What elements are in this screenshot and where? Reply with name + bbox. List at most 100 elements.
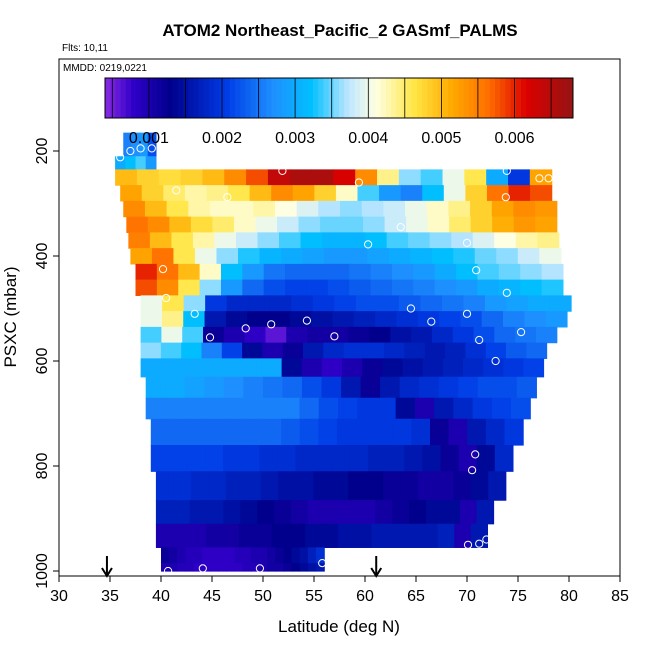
colorbar-swatch <box>432 78 439 118</box>
heatmap-cell <box>177 547 187 564</box>
heatmap-cell <box>295 471 314 501</box>
heatmap-cell <box>222 523 240 548</box>
heatmap-cell <box>291 563 301 572</box>
colorbar-swatch <box>411 78 418 118</box>
heatmap-cell <box>370 279 393 296</box>
sample-marker <box>472 266 481 275</box>
heatmap-cell <box>524 311 547 328</box>
heatmap-cell <box>422 358 444 378</box>
heatmap-cell <box>541 263 564 281</box>
heatmap-cell <box>125 156 137 170</box>
heatmap-cell <box>185 563 195 572</box>
heatmap-cell <box>434 263 457 281</box>
heatmap-cell <box>204 311 227 328</box>
colorbar-swatch <box>120 78 127 118</box>
heatmap-cell <box>311 311 334 328</box>
heatmap-cell <box>126 216 149 233</box>
heatmap-cell <box>530 185 553 202</box>
heatmap-cell <box>226 295 249 312</box>
heatmap-cell <box>529 169 553 186</box>
heatmap-cell <box>201 342 223 359</box>
sample-marker <box>126 146 135 156</box>
heatmap-cell <box>295 445 315 472</box>
heatmap-cell <box>258 547 268 564</box>
heatmap-cell <box>375 500 393 525</box>
heatmap-cell <box>491 200 515 218</box>
heatmap-cell <box>398 295 421 312</box>
heatmap-cell <box>243 418 264 446</box>
heatmap-cell <box>209 547 219 564</box>
heatmap-cell <box>255 216 278 233</box>
sample-marker <box>462 309 472 318</box>
heatmap-cell <box>190 216 214 233</box>
heatmap-cell <box>413 263 436 281</box>
colorbar-swatch <box>318 78 324 118</box>
colorbar-swatch <box>157 78 163 118</box>
colorbar-tick-label: 0.002 <box>202 130 242 147</box>
heatmap-cell <box>250 563 260 572</box>
heatmap-cell <box>206 418 226 446</box>
heatmap-cell <box>477 376 498 399</box>
colorbar-swatch <box>536 78 543 118</box>
heatmap-cell <box>430 418 450 446</box>
heatmap-cell <box>365 232 388 249</box>
heatmap-cell <box>201 358 222 378</box>
sample-marker <box>158 265 168 274</box>
heatmap-cell <box>515 232 538 249</box>
heatmap-cell <box>537 232 560 249</box>
colorbar-swatch <box>552 78 558 118</box>
heatmap-cell <box>183 311 206 328</box>
sample-marker <box>427 317 436 326</box>
heatmap-cell <box>299 418 319 446</box>
heatmap-cell <box>296 200 319 218</box>
heatmap-cell <box>150 445 170 472</box>
heatmap-cell <box>263 279 286 296</box>
colorbar-swatch <box>515 78 522 118</box>
heatmap-cell <box>505 342 527 359</box>
colorbar-swatch <box>500 78 506 118</box>
colorbar-tick-label: 0.001 <box>129 130 169 147</box>
heatmap-cell <box>318 418 338 446</box>
heatmap-cell <box>171 232 194 249</box>
heatmap-cell <box>275 547 284 564</box>
heatmap-cell <box>382 358 404 378</box>
heatmap-cell <box>451 232 474 249</box>
heatmap-cell <box>426 500 444 525</box>
x-tick-label: 65 <box>407 588 425 605</box>
heatmap-cell <box>485 342 507 359</box>
heatmap-cell <box>169 547 178 564</box>
heatmap-cell <box>205 295 228 312</box>
heatmap-cell <box>435 471 454 501</box>
colorbar-tick-label: 0.005 <box>421 130 461 147</box>
y-tick-label: 800 <box>34 453 51 480</box>
heatmap-cell <box>404 342 426 359</box>
colorbar-swatch <box>245 78 252 118</box>
heatmap-cell <box>292 185 315 202</box>
heatmap-cell <box>234 547 244 564</box>
heatmap-cell <box>147 216 170 233</box>
colorbar-swatch <box>562 78 569 118</box>
heatmap-cell <box>216 248 239 265</box>
heatmap-cell <box>316 563 325 572</box>
heatmap-cell <box>370 263 393 281</box>
heatmap-cell <box>404 523 422 548</box>
heatmap-cell <box>241 358 263 378</box>
heatmap-cell <box>520 279 543 296</box>
heatmap-cell <box>307 547 317 564</box>
heatmap-cell <box>289 169 313 186</box>
heatmap-cell <box>209 200 233 218</box>
heatmap-cell <box>413 279 436 296</box>
heatmap-cell <box>330 471 349 501</box>
heatmap-cell <box>169 563 178 572</box>
heatmap-cell <box>511 397 531 420</box>
heatmap-cell <box>335 185 359 202</box>
heatmap-cell <box>321 358 343 378</box>
heatmap-cell <box>162 295 185 312</box>
colorbar-swatch <box>198 78 205 118</box>
colorbar-swatch <box>375 78 382 118</box>
heatmap-cell <box>324 500 343 525</box>
heatmap-cell <box>155 523 174 548</box>
heatmap-cell <box>398 169 422 186</box>
heatmap-cell <box>387 523 406 548</box>
